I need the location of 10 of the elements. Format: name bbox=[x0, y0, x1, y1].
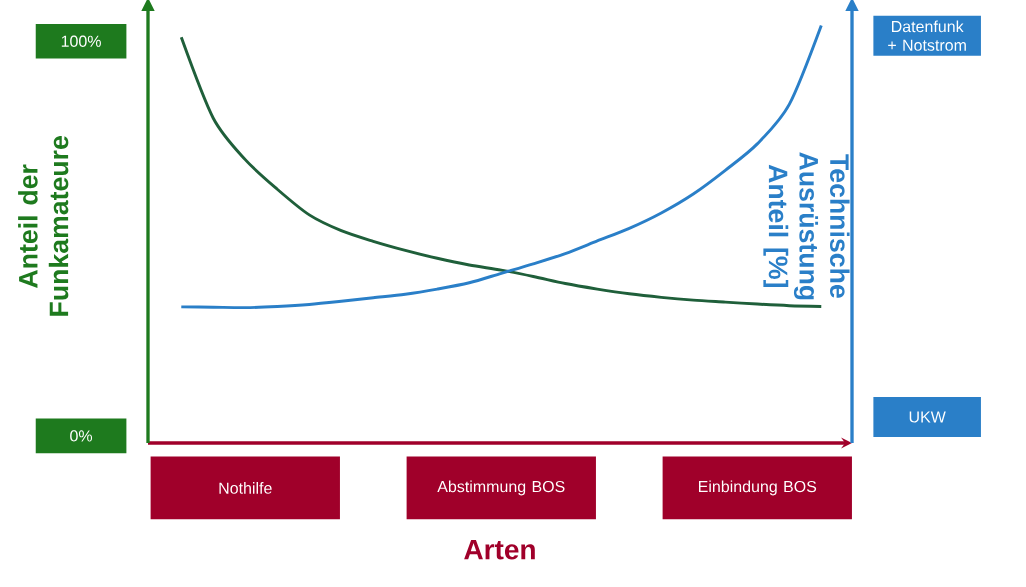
x-tick-label: Abstimmung BOS bbox=[437, 480, 565, 496]
y-axis-title: Anteil der Funkamateure bbox=[18, 136, 69, 316]
text: UKW bbox=[909, 411, 946, 423]
y-tick-label: 0% bbox=[70, 430, 93, 442]
y2-axis-title: Technische Ausrüstung Anteil [%] bbox=[763, 152, 850, 300]
x-axis-title: Arten bbox=[464, 539, 535, 560]
y-tick-label: 100% bbox=[61, 35, 101, 47]
text: Datenfunk + Notstrom bbox=[888, 20, 966, 51]
x-tick-label: Einbindung BOS bbox=[699, 480, 817, 496]
x-tick-label: Nothilfe bbox=[219, 482, 272, 494]
